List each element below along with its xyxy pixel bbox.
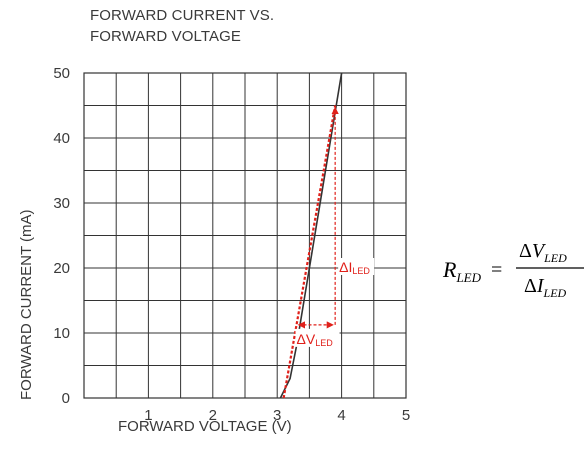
x-tick-labels: 1 2 3 4 5 <box>144 407 410 424</box>
y-tick-label: 40 <box>53 130 70 147</box>
x-axis-label: FORWARD VOLTAGE (V) <box>118 418 292 435</box>
formula-denominator: ΔILED <box>524 275 567 300</box>
x-tick-label: 4 <box>337 407 345 424</box>
delta-i-label-bg <box>338 258 375 275</box>
chart-subtitle: FORWARD VOLTAGE <box>90 28 241 45</box>
formula-numerator: ΔVLED <box>519 240 567 265</box>
iv-curve <box>279 72 343 399</box>
y-tick-label: 0 <box>62 390 70 407</box>
delta-i-label: ΔILED <box>339 259 370 276</box>
x-tick-label: 5 <box>402 407 410 424</box>
delta-v-label: ΔVLED <box>297 331 334 348</box>
formula-equals: = <box>491 259 502 281</box>
y-tick-label: 10 <box>53 325 70 342</box>
delta-v-label-bg <box>295 328 340 347</box>
annotation-group: ΔILED ΔVLED <box>295 106 375 348</box>
y-tick-label: 50 <box>53 65 70 82</box>
y-axis-label: FORWARD CURRENT (mA) <box>18 209 35 400</box>
y-tick-labels: 0 10 20 30 40 50 <box>53 65 70 407</box>
series-group <box>279 72 343 399</box>
x-tick-label: 3 <box>273 407 281 424</box>
chart-title: FORWARD CURRENT VS. <box>90 7 275 24</box>
tangent-line <box>282 105 337 399</box>
x-tick-label: 2 <box>209 407 217 424</box>
resistance-formula: RLED = ΔVLED ΔILED <box>442 240 584 300</box>
x-tick-label: 1 <box>144 407 152 424</box>
y-tick-label: 20 <box>53 260 70 277</box>
formula-lhs: RLED <box>442 257 482 285</box>
y-tick-label: 30 <box>53 195 70 212</box>
plot-grid <box>83 72 407 399</box>
